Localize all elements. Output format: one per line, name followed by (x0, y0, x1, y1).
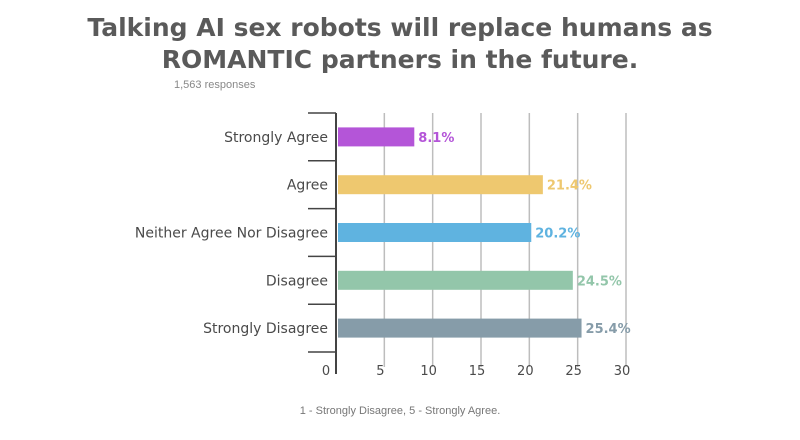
x-tick-label: 20 (517, 364, 534, 379)
x-tick-label: 15 (469, 364, 486, 379)
x-tick-label: 10 (420, 364, 437, 379)
bar (338, 318, 582, 338)
data-label: 25.4% (586, 322, 631, 337)
labels: Strongly Agree 8.1% Agree 21.4% Neither Agre… (135, 130, 631, 379)
category-label: Agree (287, 178, 328, 194)
x-tick-label: 25 (565, 364, 582, 379)
data-label: 20.2% (535, 227, 580, 242)
category-label: Strongly Agree (224, 130, 328, 146)
x-tick-label: 5 (376, 364, 384, 379)
response-count: 1,563 responses (174, 79, 256, 91)
bars (338, 127, 582, 338)
bar (338, 223, 532, 242)
bar (338, 175, 543, 195)
data-label: 24.5% (577, 274, 622, 289)
x-tick-label: 0 (322, 364, 330, 379)
category-label: Strongly Disagree (203, 321, 328, 337)
data-label: 8.1% (418, 131, 454, 146)
bar (338, 127, 415, 147)
category-axis (308, 112, 337, 374)
category-label: Disagree (266, 273, 328, 289)
chart-title-line-2: ROMANTIC partners in the future. (161, 45, 639, 74)
data-label: 21.4% (547, 179, 592, 194)
footnote: 1 - Strongly Disagree, 5 - Strongly Agre… (299, 405, 501, 417)
x-tick-label: 30 (614, 364, 631, 379)
category-label: Neither Agree Nor Disagree (135, 226, 328, 242)
chart-title-line-1: Talking AI sex robots will replace human… (87, 13, 713, 42)
bar (338, 270, 573, 290)
